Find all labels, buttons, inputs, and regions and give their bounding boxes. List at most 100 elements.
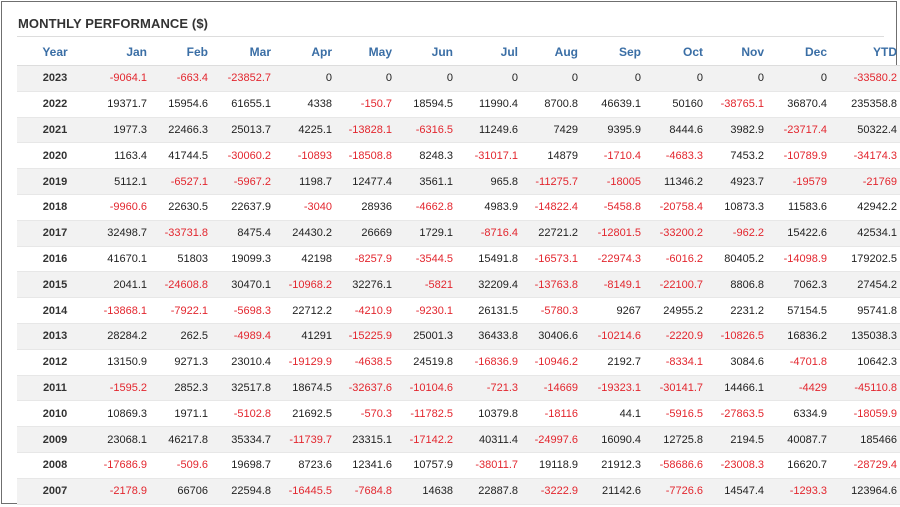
month-value-cell: 9271.3 [154,349,215,376]
column-header-year: Year [17,38,93,66]
month-value-cell: -11782.5 [399,400,460,428]
month-value-cell: 11249.6 [460,117,525,144]
month-value-cell: 0 [585,65,648,92]
year-cell: 2007 [17,478,93,505]
month-value-cell: 2852.3 [154,375,215,402]
month-value-cell: 3084.6 [710,349,771,376]
month-value-cell: 22887.8 [460,478,525,505]
month-value-cell: -10826.5 [710,323,771,350]
ytd-cell: 42942.2 [834,194,900,221]
month-value-cell: -19579 [771,168,834,195]
monthly-performance-table: Year Jan Feb Mar Apr May Jun Jul Aug Sep Oct Nov Dec… [17,38,900,505]
month-value-cell: 10757.9 [399,452,460,479]
table-row: 2007 -2178.9 66706 22594.8 -16445.5 -7684.8 14… [17,478,900,505]
month-value-cell: 0 [771,65,834,92]
month-value-cell: 46217.8 [154,426,215,453]
table-row: 2019 5112.1 -6527.1 -5967.2 1198.7 12477.4 356… [17,168,900,195]
ytd-cell: 179202.5 [834,246,900,273]
month-value-cell: 46639.1 [585,91,648,118]
month-value-cell: 23315.1 [339,426,399,453]
column-header-ytd: YTD [834,38,900,66]
column-header-feb: Feb [154,38,215,66]
month-value-cell: 41744.5 [154,142,215,170]
month-value-cell: 4923.7 [710,168,771,195]
month-value-cell: 8723.6 [278,452,339,479]
month-value-cell: 41670.1 [93,246,154,273]
month-value-cell: 44.1 [585,400,648,428]
month-value-cell: 24955.2 [648,297,710,324]
year-cell: 2022 [17,91,93,118]
month-value-cell: -4662.8 [399,194,460,221]
month-value-cell: -8149.1 [585,271,648,299]
month-value-cell: 36870.4 [771,91,834,118]
month-value-cell: -8716.4 [460,220,525,247]
year-cell: 2012 [17,349,93,376]
month-value-cell: -4701.8 [771,349,834,376]
month-value-cell: -4989.4 [215,323,278,350]
month-value-cell: -9960.6 [93,194,154,221]
month-value-cell: 14547.4 [710,478,771,505]
month-value-cell: -962.2 [710,220,771,247]
table-row: 2011 -1595.2 2852.3 32517.8 18674.5 -32637.6-… [17,375,900,402]
month-value-cell: 2041.1 [93,271,154,299]
month-value-cell: -18116 [525,400,585,428]
month-value-cell: -509.6 [154,452,215,479]
month-value-cell: 1198.7 [278,168,339,195]
year-cell: 2016 [17,246,93,273]
month-value-cell: 19698.7 [215,452,278,479]
month-value-cell: 8444.6 [648,117,710,144]
month-value-cell: 30406.6 [525,323,585,350]
month-value-cell: -33731.8 [154,220,215,247]
ytd-cell: 42534.1 [834,220,900,247]
month-value-cell: 4225.1 [278,117,339,144]
month-value-cell: -31017.1 [460,142,525,170]
month-value-cell: -5458.8 [585,194,648,221]
month-value-cell: 7453.2 [710,142,771,170]
month-value-cell: 10379.8 [460,400,525,428]
month-value-cell: 15491.8 [460,246,525,273]
month-value-cell: -18005 [585,168,648,195]
month-value-cell: -5780.3 [525,297,585,324]
column-header-aug: Aug [525,38,585,66]
month-value-cell: 16620.7 [771,452,834,479]
month-value-cell: 18674.5 [278,375,339,402]
year-cell: 2019 [17,168,93,195]
month-value-cell: 11583.6 [771,194,834,221]
month-value-cell: 3561.1 [399,168,460,195]
month-value-cell: -3544.5 [399,246,460,273]
month-value-cell: 9395.9 [585,117,648,144]
month-value-cell: 32209.4 [460,271,525,299]
month-value-cell: 21692.5 [278,400,339,428]
year-cell: 2023 [17,65,93,92]
month-value-cell: 0 [339,65,399,92]
month-value-cell: 19099.3 [215,246,278,273]
column-header-oct: Oct [648,38,710,66]
month-value-cell: 10869.3 [93,400,154,428]
month-value-cell: 22630.5 [154,194,215,221]
table-row: 2023 -9064.1 -663.4 -23852.7 0 0 0 0 0 0 0 0 0 -33580… [17,65,900,92]
month-value-cell: 40311.4 [460,426,525,453]
month-value-cell: 42198 [278,246,339,273]
table-row: 2017 32498.7 -33731.8 8475.4 24430.2 26669 172… [17,220,900,247]
month-value-cell: -6527.1 [154,168,215,195]
month-value-cell: -1293.3 [771,478,834,505]
column-header-nov: Nov [710,38,771,66]
month-value-cell: -5102.8 [215,400,278,428]
year-cell: 2020 [17,142,93,170]
month-value-cell: 965.8 [460,168,525,195]
table-row: 2008 -17686.9 -509.6 19698.7 8723.6 12341.6 10… [17,452,900,479]
month-value-cell: 41291 [278,323,339,350]
month-value-cell: -11739.7 [278,426,339,453]
ytd-cell: 95741.8 [834,297,900,324]
month-value-cell: 10873.3 [710,194,771,221]
month-value-cell: 2231.2 [710,297,771,324]
month-value-cell: 40087.7 [771,426,834,453]
month-value-cell: 66706 [154,478,215,505]
month-value-cell: -5698.3 [215,297,278,324]
month-value-cell: 57154.5 [771,297,834,324]
column-header-sep: Sep [585,38,648,66]
month-value-cell: 0 [278,65,339,92]
month-value-cell: -570.3 [339,400,399,428]
month-value-cell: -20758.4 [648,194,710,221]
month-value-cell: -10968.2 [278,271,339,299]
